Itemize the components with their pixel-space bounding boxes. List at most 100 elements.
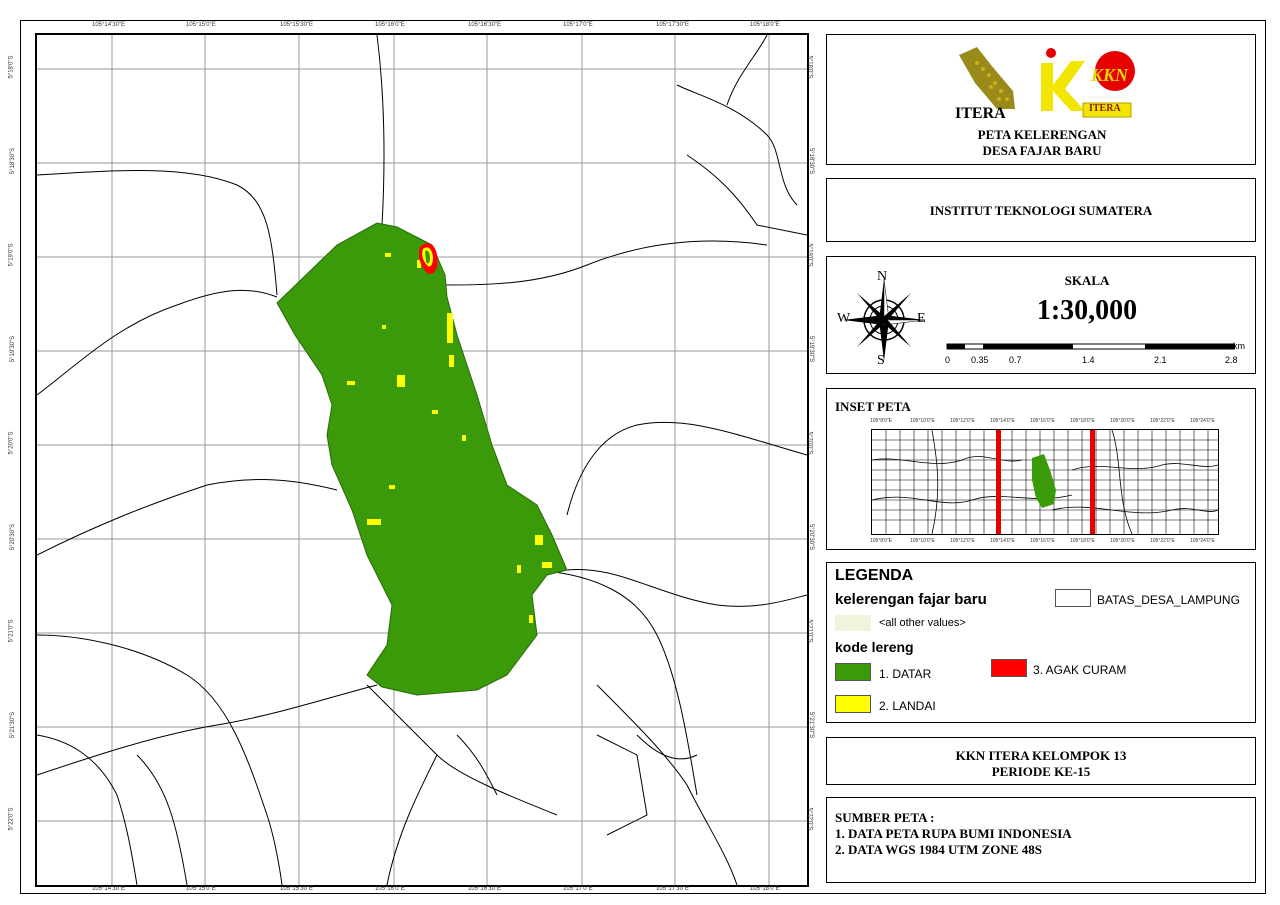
map-title-line1: PETA KELERENGAN <box>977 127 1107 142</box>
scale-tick: 0 <box>945 355 951 365</box>
legend-swatch-other <box>835 615 871 631</box>
legend-field-name: kode lereng <box>835 639 914 655</box>
tick-label: 5°18'0"S <box>8 55 15 79</box>
tick-label: 5°20'0"S <box>806 431 813 455</box>
tick-label: 105°16'0"E <box>375 886 405 892</box>
village-boundaries <box>37 35 807 885</box>
inset-panel: INSET PETA <box>826 388 1256 550</box>
compass-w: W <box>837 311 851 326</box>
map-title-line2: DESA FAJAR BARU <box>982 143 1102 158</box>
tick-label: 105°12'0"E <box>950 418 975 424</box>
outer-border <box>20 20 1266 894</box>
tick-label: 105°18'0"E <box>750 886 780 892</box>
tick-label: 105°18'0"E <box>1070 418 1095 424</box>
legend-label-landai: 2. LANDAI <box>879 699 936 713</box>
scale-panel: N S W E SKALA 1:30,000 0 0.35 0.7 1.4 2.… <box>826 256 1256 374</box>
tick-label: 5°19'30"S <box>808 335 815 363</box>
tick-label: 105°17'0"E <box>563 886 593 892</box>
tick-label: 105°17'30"E <box>656 22 690 28</box>
tick-label: 105°15'0"E <box>186 886 216 892</box>
itera-logo-text: ITERA <box>955 105 1006 122</box>
tick-label: 105°14'30"E <box>92 22 126 28</box>
tick-label: 5°20'30"S <box>808 523 815 551</box>
tick-label: 105°17'30"E <box>656 886 690 892</box>
tick-label: 105°16'0"E <box>375 22 405 28</box>
tick-label: 5°21'30"S <box>10 711 17 739</box>
kkn-logo-icon <box>1041 48 1135 118</box>
landai-spots <box>347 253 552 623</box>
tick-label: 105°20'0"E <box>1110 418 1135 424</box>
tick-label: 105°16'0"E <box>1030 418 1055 424</box>
tick-label: 105°14'0"E <box>990 538 1015 544</box>
datar-area[interactable] <box>276 222 568 696</box>
tick-label: 5°21'0"S <box>8 619 15 643</box>
tick-label: 105°14'30"E <box>92 886 126 892</box>
legend-label-datar: 1. DATAR <box>879 667 932 681</box>
tick-label: 5°18'30"S <box>808 147 815 175</box>
tick-label: 105°8'0"E <box>870 418 892 424</box>
tick-label: 105°24'0"E <box>1190 418 1215 424</box>
agak-curam-spot <box>418 243 438 274</box>
tick-label: 5°20'0"S <box>8 431 15 455</box>
scale-tick: 2.1 <box>1154 355 1167 365</box>
tick-label: 105°16'0"E <box>1030 538 1055 544</box>
tick-label: 5°21'30"S <box>808 711 815 739</box>
scale-tick: 1.4 <box>1082 355 1095 365</box>
inset-village-area <box>1032 454 1056 508</box>
legend-title: LEGENDA <box>835 567 914 584</box>
scale-tick: 0.7 <box>1009 355 1022 365</box>
title-panel: ITERA KKN ITERA PETA KELERENGAN DESA FAJ… <box>826 34 1256 165</box>
legend-layer-name: kelerengan fajar baru <box>835 591 987 608</box>
source-panel: SUMBER PETA : 1. DATA PETA RUPA BUMI IND… <box>826 797 1256 883</box>
tick-label: 105°24'0"E <box>1190 538 1215 544</box>
legend-label-other: <all other values> <box>879 617 966 629</box>
inset-map[interactable] <box>871 429 1219 535</box>
kkn-logo-sub: ITERA <box>1089 103 1121 114</box>
tick-label: 5°18'0"S <box>806 55 813 79</box>
itera-logo-icon <box>959 47 1015 109</box>
tick-label: 105°15'30"E <box>280 22 314 28</box>
tick-label: 5°21'0"S <box>806 619 813 643</box>
compass-e: E <box>917 311 926 326</box>
source-line2: 2. DATA WGS 1984 UTM ZONE 48S <box>835 842 1042 857</box>
kkn-logo-text: KKN <box>1091 65 1129 85</box>
tick-label: 5°19'30"S <box>10 335 17 363</box>
tick-label: 105°14'0"E <box>990 418 1015 424</box>
group-line1: KKN ITERA KELOMPOK 13 <box>955 748 1127 763</box>
inset-canvas <box>872 430 1218 534</box>
tick-label: 105°20'0"E <box>1110 538 1135 544</box>
main-map[interactable] <box>35 33 809 887</box>
scale-label: SKALA <box>1064 273 1110 288</box>
scale-ratio: 1:30,000 <box>1036 295 1138 326</box>
tick-label: 105°16'30"E <box>468 22 502 28</box>
tick-label: 5°19'0"S <box>8 243 15 267</box>
tick-label: 105°10'0"E <box>910 538 935 544</box>
tick-label: 105°22'0"E <box>1150 538 1175 544</box>
inset-red-line <box>996 430 1001 534</box>
tick-label: 105°17'0"E <box>563 22 593 28</box>
scale-tick: 0.35 <box>971 355 989 365</box>
tick-label: 5°22'0"S <box>806 807 813 831</box>
source-line1: 1. DATA PETA RUPA BUMI INDONESIA <box>835 826 1072 841</box>
tick-label: 105°15'30"E <box>280 886 314 892</box>
legend-label-agak-curam: 3. AGAK CURAM <box>1033 663 1127 677</box>
tick-label: 5°20'30"S <box>10 523 17 551</box>
legend-panel: LEGENDA kelerengan fajar baru BATAS_DESA… <box>826 562 1256 723</box>
compass-s: S <box>877 353 885 368</box>
tick-label: 5°18'30"S <box>10 147 17 175</box>
scale-tick: 2.8 <box>1225 355 1238 365</box>
legend-swatch-datar <box>835 663 871 681</box>
tick-label: 105°16'30"E <box>468 886 502 892</box>
institution-label: INSTITUT TEKNOLOGI SUMATERA <box>826 178 1256 242</box>
inset-red-line <box>1090 430 1095 534</box>
group-panel: KKN ITERA KELOMPOK 13 PERIODE KE-15 <box>826 737 1256 785</box>
tick-label: 105°15'0"E <box>186 22 216 28</box>
legend-swatch-agak-curam <box>991 659 1027 677</box>
tick-label: 105°22'0"E <box>1150 418 1175 424</box>
source-title: SUMBER PETA : <box>835 810 935 825</box>
north-arrow-icon <box>843 278 926 361</box>
tick-label: 105°8'0"E <box>870 538 892 544</box>
legend-swatch-boundary <box>1055 589 1091 607</box>
tick-label: 105°12'0"E <box>950 538 975 544</box>
